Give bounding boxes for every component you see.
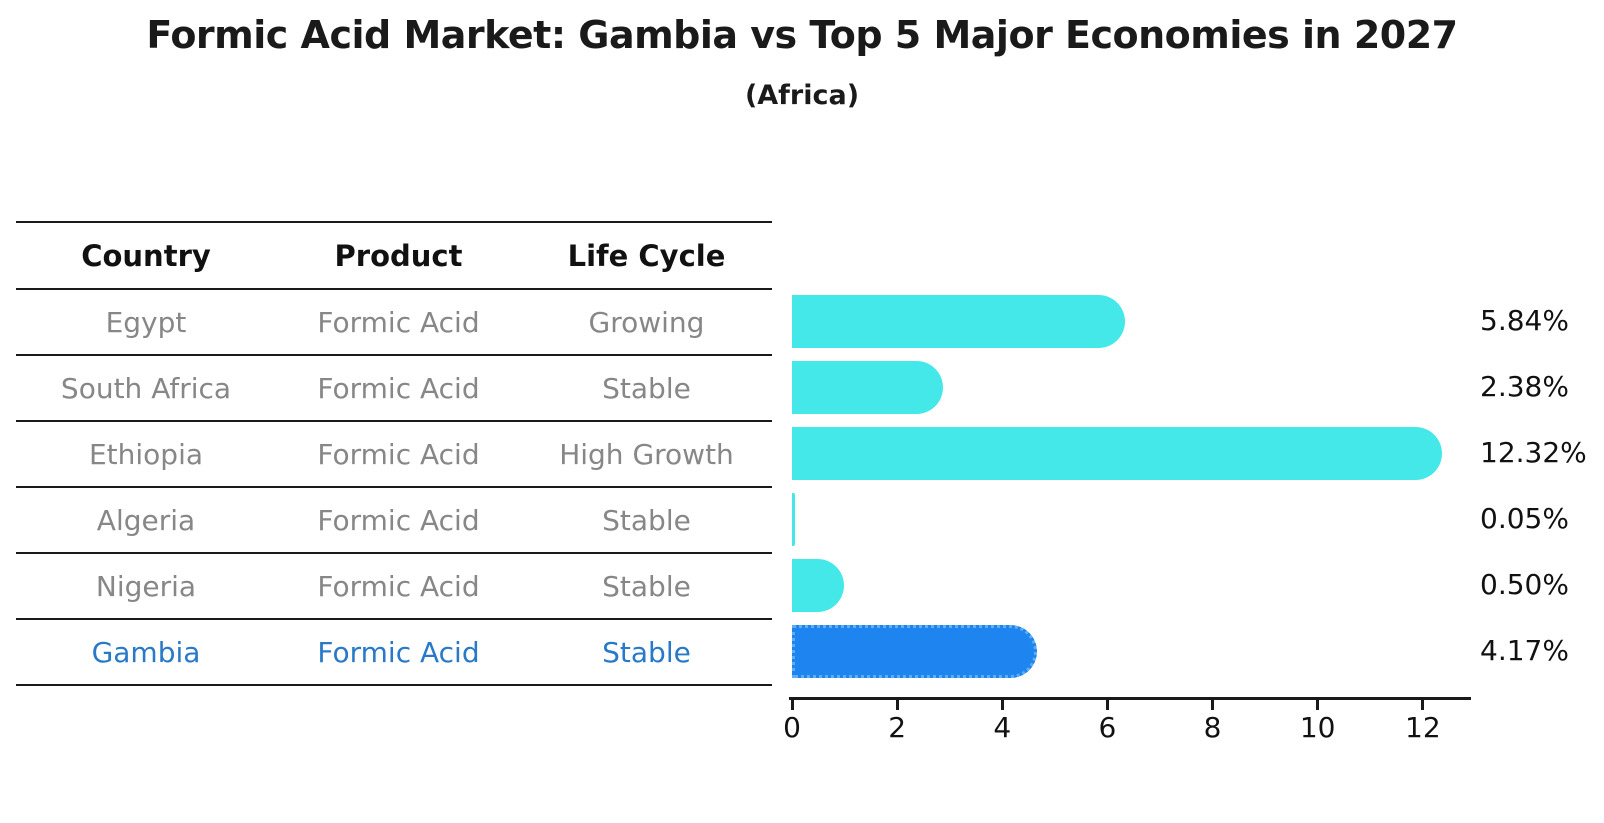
x-tick-label-10: 10 <box>1299 711 1336 744</box>
cell-product: Formic Acid <box>317 569 480 603</box>
value-label-algeria: 0.05% <box>1480 502 1569 535</box>
table-row-nigeria: Nigeria Formic Acid Stable <box>16 554 772 620</box>
value-label-ethiopia: 12.32% <box>1480 436 1587 469</box>
bar-ethiopia <box>792 426 1442 480</box>
bar-plot-area <box>790 288 1490 684</box>
cell-country: Ethiopia <box>88 437 204 471</box>
bar-algeria <box>792 492 795 546</box>
x-axis-line <box>789 697 1471 700</box>
x-tick-mark-10 <box>1316 700 1320 710</box>
table-header-row: Country Product Life Cycle <box>16 221 772 290</box>
cell-country: Egypt <box>105 305 187 339</box>
value-label-nigeria: 0.50% <box>1480 568 1569 601</box>
x-tick-mark-6 <box>1105 700 1109 710</box>
column-header-product: Product <box>334 238 463 273</box>
table-row-gambia: Gambia Formic Acid Stable <box>16 620 772 686</box>
country-table: Country Product Life Cycle Egypt Formic A… <box>16 221 772 686</box>
cell-life-cycle: High Growth <box>559 437 734 471</box>
cell-product: Formic Acid <box>317 437 480 471</box>
cell-life-cycle: Growing <box>588 305 705 339</box>
bar-gambia <box>792 624 1038 678</box>
table-row-egypt: Egypt Formic Acid Growing <box>16 290 772 356</box>
cell-product: Formic Acid <box>317 371 480 405</box>
table-row-south-africa: South Africa Formic Acid Stable <box>16 356 772 422</box>
cell-life-cycle: Stable <box>602 371 691 405</box>
x-tick-mark-12 <box>1421 700 1425 710</box>
cell-country: Gambia <box>91 635 201 669</box>
x-tick-mark-2 <box>895 700 899 710</box>
table-body: Egypt Formic Acid Growing South Africa Formi… <box>16 290 772 686</box>
x-tick-label-6: 6 <box>1098 711 1117 744</box>
x-tick-label-2: 2 <box>888 711 907 744</box>
x-tick-mark-4 <box>1000 700 1004 710</box>
value-label-south-africa: 2.38% <box>1480 370 1569 403</box>
table-row-algeria: Algeria Formic Acid Stable <box>16 488 772 554</box>
x-tick-label-12: 12 <box>1405 711 1441 744</box>
table-row-ethiopia: Ethiopia Formic Acid High Growth <box>16 422 772 488</box>
chart-subtitle: (Africa) <box>744 80 860 111</box>
bar-egypt <box>792 294 1125 348</box>
x-tick-label-0: 0 <box>783 711 801 744</box>
cell-life-cycle: Stable <box>602 635 691 669</box>
value-label-gambia: 4.17% <box>1480 634 1569 667</box>
bar-nigeria <box>792 558 845 612</box>
bar-south-africa <box>792 360 944 414</box>
cell-country: Nigeria <box>95 569 197 603</box>
cell-life-cycle: Stable <box>602 569 691 603</box>
value-label-egypt: 5.84% <box>1480 304 1569 337</box>
value-label-column: 5.84% 2.38% 12.32% 0.05% 0.50% 4.17% <box>1480 288 1604 684</box>
column-header-country: Country <box>81 238 211 273</box>
cell-country: Algeria <box>96 503 196 537</box>
cell-product: Formic Acid <box>317 635 480 669</box>
x-tick-mark-8 <box>1211 700 1215 710</box>
x-tick-mark-0 <box>790 700 794 710</box>
cell-product: Formic Acid <box>317 305 480 339</box>
cell-product: Formic Acid <box>317 503 480 537</box>
x-tick-label-8: 8 <box>1203 711 1222 744</box>
cell-country: South Africa <box>60 371 232 405</box>
x-tick-label-4: 4 <box>993 711 1012 744</box>
column-header-lifecycle: Life Cycle <box>567 238 726 273</box>
cell-life-cycle: Stable <box>602 503 691 537</box>
chart-title: Formic Acid Market: Gambia vs Top 5 Majo… <box>146 13 1458 57</box>
